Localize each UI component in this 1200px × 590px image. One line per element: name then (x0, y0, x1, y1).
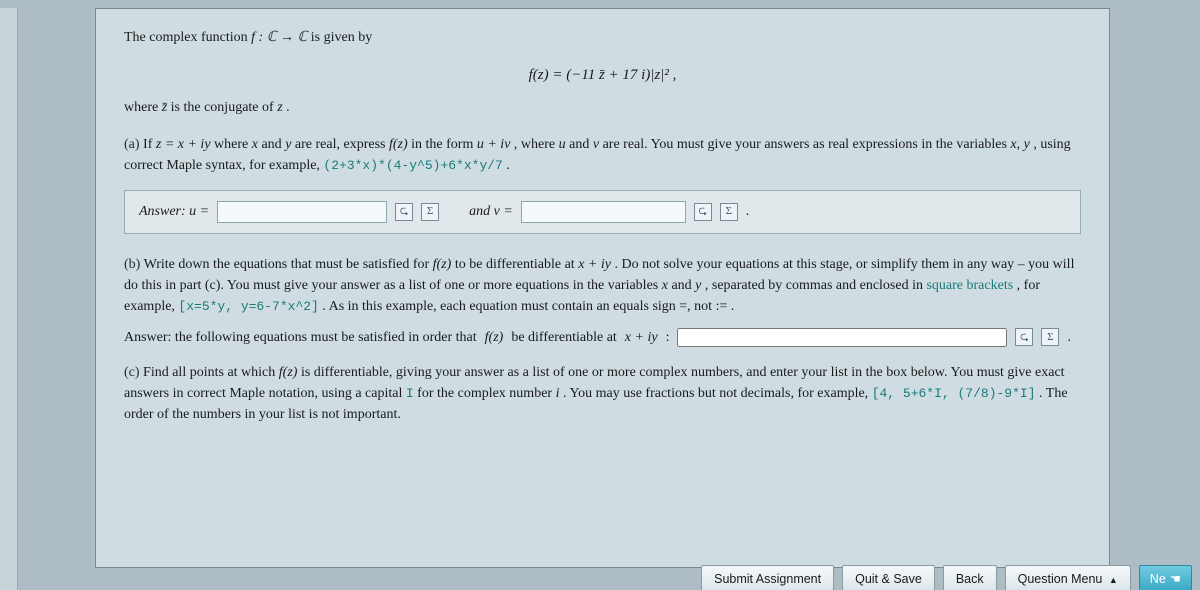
a-fz: f(z) (389, 137, 408, 152)
b-x: x (662, 278, 668, 293)
question-menu-label: Question Menu (1018, 572, 1103, 586)
trail-dot: . (746, 201, 750, 222)
part-b-text: (b) Write down the equations that must b… (124, 254, 1081, 317)
part-c-label: (c) (124, 365, 140, 380)
pointer-icon: ☚ (1170, 571, 1181, 586)
b-ans-post: : (666, 327, 670, 348)
submit-assignment-button[interactable]: Submit Assignment (701, 565, 834, 590)
intro-text-1: The complex function (124, 30, 251, 45)
period: . (286, 100, 290, 115)
answer-u-label: Answer: u = (139, 201, 209, 222)
c-t4: . You may use fractions but not decimals… (563, 386, 872, 401)
c-i: i (556, 386, 560, 401)
b-t2: to be differentiable at (455, 257, 578, 272)
b-t4: and (671, 278, 695, 293)
a-u: u (559, 137, 566, 152)
a-zeq: z = x + iy (156, 137, 211, 152)
a-example: (2+3*x)*(4-y^5)+6*x*y/7 (323, 158, 502, 173)
sigma-icon[interactable]: Σ (421, 203, 439, 221)
b-ans-xiy: x + iy (625, 327, 658, 348)
input-v[interactable] (521, 201, 686, 223)
and-v-label: and v = (469, 201, 513, 222)
bottom-button-bar: Submit Assignment Quit & Save Back Quest… (693, 561, 1200, 590)
b-ans-pre: Answer: the following equations must be … (124, 327, 477, 348)
a-t4: are real, express (295, 137, 389, 152)
b-sqb: square brackets (926, 278, 1013, 293)
part-c-text: (c) Find all points at which f(z) is dif… (124, 362, 1081, 425)
where-text: where (124, 100, 162, 115)
a-t8: are real. You must give your answers as … (603, 137, 1011, 152)
part-a-answer-row: Answer: u = ⮎ Σ and v = ⮎ Σ . (124, 190, 1081, 234)
c-I: I (406, 386, 414, 401)
fn-map: f : ℂ → ℂ (251, 30, 307, 45)
intro-text-2: is given by (311, 30, 372, 45)
c-t1: Find all points at which (143, 365, 279, 380)
part-b-label: (b) (124, 257, 140, 272)
caret-up-icon: ▲ (1109, 575, 1118, 585)
intro-line-1: The complex function f : ℂ → ℂ is given … (124, 27, 1081, 48)
a-t6: , where (514, 137, 559, 152)
part-a-text: (a) If z = x + iy where x and y are real… (124, 134, 1081, 176)
preview-icon[interactable]: ⮎ (694, 203, 712, 221)
a-t7: and (569, 137, 593, 152)
trail-dot: . (1067, 327, 1071, 348)
input-equations[interactable] (677, 328, 1007, 347)
a-v: v (593, 137, 599, 152)
next-button[interactable]: Ne ☚ (1139, 565, 1192, 590)
a-t5: in the form (411, 137, 477, 152)
c-example: [4, 5+6*I, (7/8)-9*I] (872, 386, 1036, 401)
intro-line-2: where z̄ is the conjugate of z . (124, 97, 1081, 118)
conj-text: is the conjugate of (171, 100, 278, 115)
input-u[interactable] (217, 201, 387, 223)
a-y: y (285, 137, 291, 152)
b-t7: . As in this example, each equation must… (322, 299, 734, 314)
c-fz: f(z) (279, 365, 298, 380)
b-xiy: x + iy (578, 257, 611, 272)
b-t1: Write down the equations that must be sa… (144, 257, 433, 272)
preview-icon[interactable]: ⮎ (1015, 328, 1033, 346)
a-uiv: u + iv (477, 137, 511, 152)
a-xy: x, y (1010, 137, 1029, 152)
a-x: x (252, 137, 258, 152)
part-b-answer-line: Answer: the following equations must be … (124, 327, 1081, 348)
b-t5: , separated by commas and enclosed in (705, 278, 927, 293)
c-t3: for the complex number (417, 386, 555, 401)
z: z (277, 100, 282, 115)
question-panel: The complex function f : ℂ → ℂ is given … (95, 8, 1110, 568)
a-t3: and (261, 137, 285, 152)
sigma-icon[interactable]: Σ (720, 203, 738, 221)
question-menu-button[interactable]: Question Menu ▲ (1005, 565, 1131, 590)
b-fz: f(z) (433, 257, 452, 272)
quit-save-button[interactable]: Quit & Save (842, 565, 935, 590)
b-ans-fz: f(z) (485, 327, 504, 348)
b-y: y (695, 278, 701, 293)
a-t2: where (214, 137, 252, 152)
left-page-crop (0, 8, 18, 590)
back-button[interactable]: Back (943, 565, 997, 590)
a-period: . (506, 158, 510, 173)
b-ans-mid: be differentiable at (511, 327, 616, 348)
sigma-icon[interactable]: Σ (1041, 328, 1059, 346)
part-a-label: (a) (124, 137, 140, 152)
next-label: Ne (1150, 572, 1166, 586)
preview-icon[interactable]: ⮎ (395, 203, 413, 221)
equation-display: f(z) = (−11 z̄ + 17 i)|z|² , (124, 64, 1081, 87)
a-t1: If (143, 137, 156, 152)
b-example: [x=5*y, y=6-7*x^2] (178, 299, 318, 314)
zbar: z̄ (162, 100, 167, 115)
